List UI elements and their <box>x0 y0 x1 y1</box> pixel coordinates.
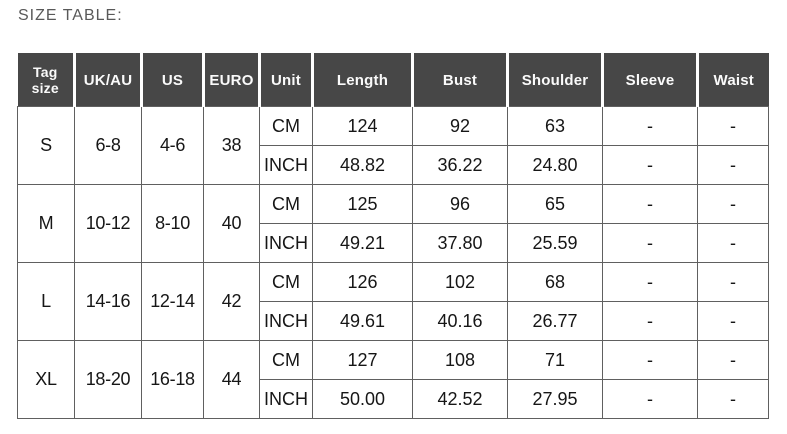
length-cell: 49.21 <box>312 223 413 263</box>
euro-cell: 42 <box>203 262 260 341</box>
sleeve-cell: - <box>602 106 698 146</box>
euro-cell: 40 <box>203 184 260 263</box>
bust-cell: 92 <box>412 106 508 146</box>
us-cell: 16-18 <box>141 340 204 419</box>
shoulder-cell: 26.77 <box>507 301 603 341</box>
unit-cell: INCH <box>259 145 313 185</box>
shoulder-cell: 71 <box>507 340 603 380</box>
waist-cell: - <box>697 223 769 263</box>
unit-cell: CM <box>259 184 313 224</box>
col-header-shoulder: Shoulder <box>506 53 603 107</box>
shoulder-cell: 68 <box>507 262 603 302</box>
col-header-bust: Bust <box>411 53 508 107</box>
bust-cell: 102 <box>412 262 508 302</box>
unit-cell: CM <box>259 106 313 146</box>
length-cell: 48.82 <box>312 145 413 185</box>
tag-size-cell: XL <box>17 340 75 419</box>
sleeve-cell: - <box>602 340 698 380</box>
bust-cell: 108 <box>412 340 508 380</box>
euro-cell: 38 <box>203 106 260 185</box>
uk-au-cell: 10-12 <box>74 184 142 263</box>
col-header-sleeve: Sleeve <box>601 53 698 107</box>
sleeve-cell: - <box>602 184 698 224</box>
col-header-waist: Waist <box>696 53 769 107</box>
tag-size-cell: L <box>17 262 75 341</box>
bust-cell: 40.16 <box>412 301 508 341</box>
unit-cell: INCH <box>259 379 313 419</box>
waist-cell: - <box>697 301 769 341</box>
sleeve-cell: - <box>602 262 698 302</box>
shoulder-cell: 27.95 <box>507 379 603 419</box>
table-row-m-cm: M 10-12 8-10 40 CM 125 96 65 - - <box>17 184 769 263</box>
shoulder-cell: 65 <box>507 184 603 224</box>
sleeve-cell: - <box>602 223 698 263</box>
bust-cell: 36.22 <box>412 145 508 185</box>
waist-cell: - <box>697 145 769 185</box>
col-header-euro: EURO <box>202 53 260 107</box>
waist-cell: - <box>697 106 769 146</box>
waist-cell: - <box>697 340 769 380</box>
us-cell: 12-14 <box>141 262 204 341</box>
shoulder-cell: 24.80 <box>507 145 603 185</box>
us-cell: 4-6 <box>141 106 204 185</box>
unit-cell: CM <box>259 340 313 380</box>
bust-cell: 37.80 <box>412 223 508 263</box>
length-cell: 127 <box>312 340 413 380</box>
shoulder-cell: 63 <box>507 106 603 146</box>
us-cell: 8-10 <box>141 184 204 263</box>
col-header-tag-size: Tag size <box>17 53 75 107</box>
length-cell: 49.61 <box>312 301 413 341</box>
tag-size-cell: M <box>17 184 75 263</box>
uk-au-cell: 14-16 <box>74 262 142 341</box>
waist-cell: - <box>697 184 769 224</box>
length-cell: 126 <box>312 262 413 302</box>
table-row-l-cm: L 14-16 12-14 42 CM 126 102 68 - - <box>17 262 769 341</box>
tag-size-cell: S <box>17 106 75 185</box>
shoulder-cell: 25.59 <box>507 223 603 263</box>
waist-cell: - <box>697 379 769 419</box>
sleeve-cell: - <box>602 379 698 419</box>
table-header-row: Tag size UK/AU US EURO Unit Length Bust … <box>17 53 769 107</box>
col-header-us: US <box>140 53 204 107</box>
unit-cell: CM <box>259 262 313 302</box>
col-header-length: Length <box>311 53 413 107</box>
size-table: Tag size UK/AU US EURO Unit Length Bust … <box>17 53 769 419</box>
col-header-uk-au: UK/AU <box>73 53 142 107</box>
waist-cell: - <box>697 262 769 302</box>
col-header-unit: Unit <box>258 53 313 107</box>
length-cell: 124 <box>312 106 413 146</box>
table-row-xl-cm: XL 18-20 16-18 44 CM 127 108 71 - - <box>17 340 769 419</box>
table-row-l-inch: INCH 49.61 40.16 26.77 - - <box>18 301 769 341</box>
euro-cell: 44 <box>203 340 260 419</box>
length-cell: 50.00 <box>312 379 413 419</box>
length-cell: 125 <box>312 184 413 224</box>
table-row-s-cm: S 6-8 4-6 38 CM 124 92 63 - - <box>17 106 769 185</box>
unit-cell: INCH <box>259 301 313 341</box>
page-title: SIZE TABLE: <box>18 7 123 24</box>
sleeve-cell: - <box>602 301 698 341</box>
uk-au-cell: 6-8 <box>74 106 142 185</box>
table-row-m-inch: INCH 49.21 37.80 25.59 - - <box>18 223 769 263</box>
sleeve-cell: - <box>602 145 698 185</box>
bust-cell: 96 <box>412 184 508 224</box>
unit-cell: INCH <box>259 223 313 263</box>
table-row-s-inch: INCH 48.82 36.22 24.80 - - <box>18 145 769 185</box>
bust-cell: 42.52 <box>412 379 508 419</box>
table-row-xl-inch: INCH 50.00 42.52 27.95 - - <box>18 379 769 419</box>
uk-au-cell: 18-20 <box>74 340 142 419</box>
